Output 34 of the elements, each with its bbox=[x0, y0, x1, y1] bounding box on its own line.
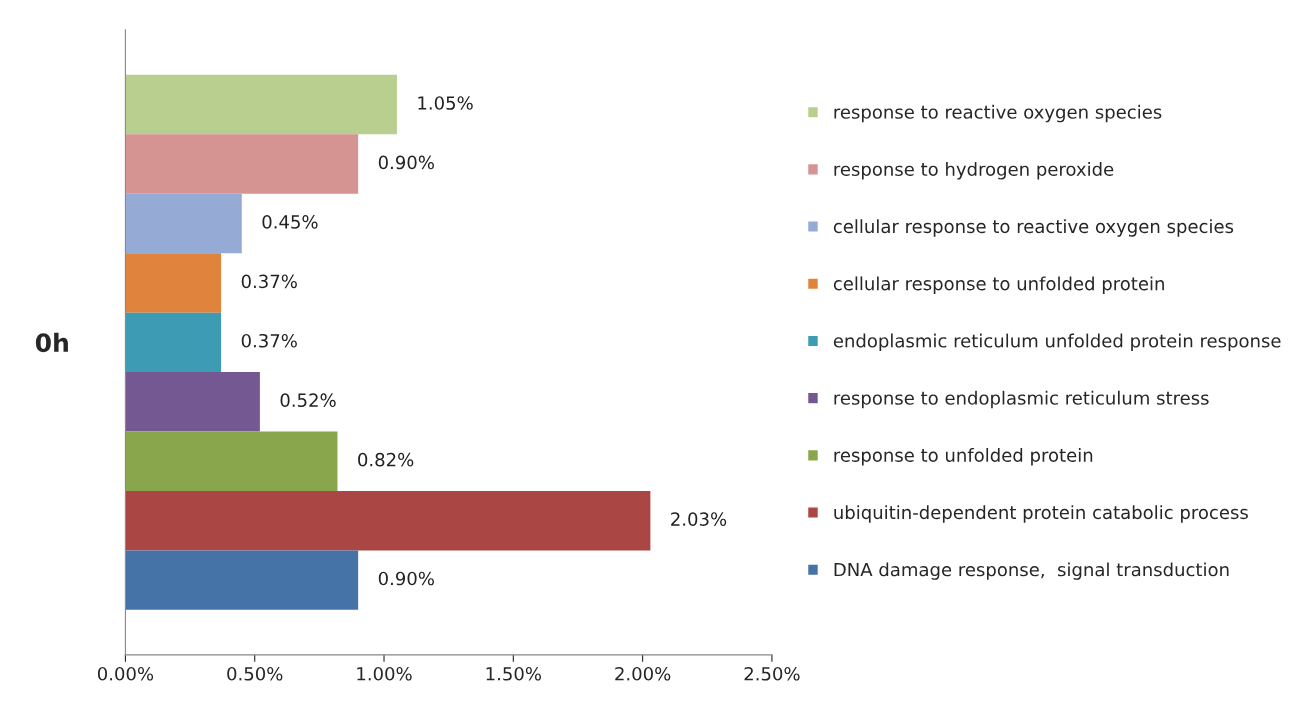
x-tick-label: 1.50% bbox=[486, 666, 541, 681]
x-tick-label: 0.50% bbox=[227, 666, 283, 681]
data-label: 0.90% bbox=[378, 155, 434, 170]
data-label: 0.45% bbox=[262, 215, 318, 229]
x-tick-label: 2.00% bbox=[615, 666, 671, 681]
bar bbox=[125, 74, 397, 135]
bar bbox=[125, 490, 651, 551]
data-label: 0.90% bbox=[378, 571, 434, 586]
x-tick-label: 0.00% bbox=[97, 666, 154, 681]
bar bbox=[125, 193, 242, 254]
legend-label: endoplasmic reticulum unfolded protein response bbox=[833, 333, 1281, 352]
data-label: 0.37% bbox=[241, 333, 297, 348]
legend-label: response to endoplasmic reticulum stress bbox=[834, 390, 1209, 409]
bar bbox=[125, 372, 260, 432]
legend-label: cellular response to reactive oxygen species bbox=[833, 219, 1234, 237]
bar bbox=[125, 253, 222, 313]
bar bbox=[125, 550, 359, 610]
legend-label: cellular response to unfolded protein bbox=[833, 276, 1164, 294]
legend-label: response to unfolded protein bbox=[834, 448, 1093, 466]
legend-label: DNA damage response, signal transduction bbox=[834, 562, 1229, 580]
bar bbox=[125, 134, 359, 194]
legend-label: response to hydrogen peroxide bbox=[834, 162, 1114, 180]
data-label: 2.03% bbox=[671, 512, 727, 526]
x-tick-label: 2.50% bbox=[744, 666, 800, 681]
data-label: 0.52% bbox=[280, 393, 336, 408]
y-tick-label: 0h bbox=[35, 332, 68, 353]
data-label: 1.05% bbox=[418, 96, 473, 110]
legend-label: response to reactive oxygen species bbox=[834, 104, 1162, 123]
data-label: 0.82% bbox=[358, 452, 414, 467]
x-tick-label: 1.00% bbox=[357, 666, 412, 681]
bar bbox=[125, 431, 338, 491]
bar bbox=[125, 312, 222, 373]
data-label: 0.37% bbox=[241, 274, 297, 289]
legend-label: ubiquitin-dependent protein catabolic process bbox=[834, 505, 1248, 523]
